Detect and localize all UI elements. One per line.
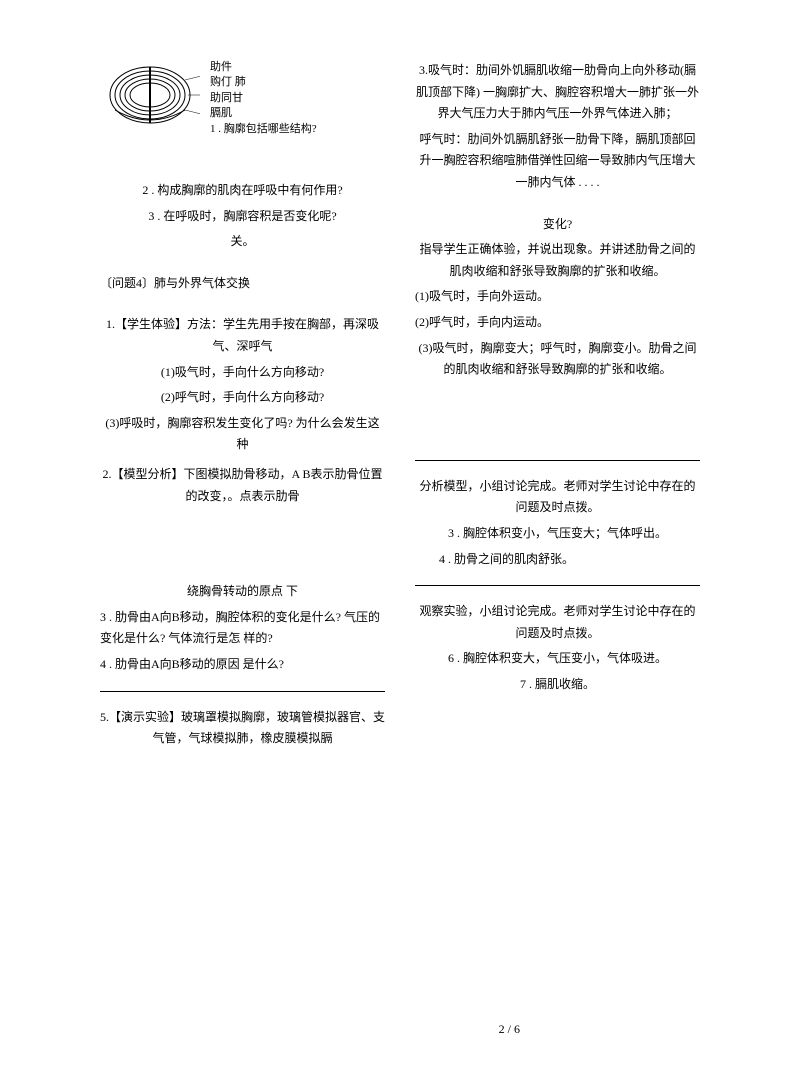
guan-text: 关。 bbox=[100, 231, 385, 253]
wenti-4-title: 〔问题4〕肺与外界气体交换 bbox=[100, 273, 385, 295]
model-title: 2.【模型分析】下图模拟肋骨移动，A B表示肋骨位置的改变，。点表示肋骨 bbox=[100, 464, 385, 507]
label-1: 助件 bbox=[210, 60, 317, 75]
document-content: 助件 购仃 肺 助同甘 膈肌 1 . 胸廓包括哪些结构? 2 . 构成胸廓的肌肉… bbox=[100, 60, 700, 754]
answer-p2: 呼气时：肋间外饥膈肌舒张一肋骨下降，膈肌顶部回升一胸腔容积缩喧肺借弹性回缩一导致… bbox=[415, 129, 700, 194]
question-3: 3 . 在呼吸时，胸廓容积是否变化呢? bbox=[100, 206, 385, 228]
page-number: 2 / 6 bbox=[499, 1019, 520, 1041]
label-4: 膈肌 bbox=[210, 106, 317, 121]
left-column: 助件 购仃 肺 助同甘 膈肌 1 . 胸廓包括哪些结构? 2 . 构成胸廓的肌肉… bbox=[100, 60, 385, 754]
model-answer: 分析模型，小组讨论完成。老师对学生讨论中存在的问题及时点拨。 bbox=[415, 476, 700, 519]
divider-right-2 bbox=[415, 585, 700, 586]
label-3: 助同甘 bbox=[210, 91, 317, 106]
answer-p1: 3.吸气时：肋间外饥膈肌收缩一肋骨向上向外移动(膈肌顶部下降) 一胸廓扩大、胸腔… bbox=[415, 60, 700, 125]
divider-1 bbox=[100, 691, 385, 692]
bianhua-text: 变化? bbox=[415, 214, 700, 236]
guide-text: 指导学生正确体验，并说出现象。并讲述肋骨之间的肌肉收缩和舒张导致胸廓的扩张和收缩… bbox=[415, 239, 700, 282]
divider-right-1 bbox=[415, 460, 700, 461]
right-column: 3.吸气时：肋间外饥膈肌收缩一肋骨向上向外移动(膈肌顶部下降) 一胸廓扩大、胸腔… bbox=[415, 60, 700, 754]
label-2: 购仃 肺 bbox=[210, 75, 317, 90]
tiyan-q3: (3)呼吸时，胸廓容积发生变化了吗? 为什么会发生这种 bbox=[100, 413, 385, 456]
question-4b: 4 . 肋骨由A向B移动的原因 是什么? bbox=[100, 654, 385, 676]
tiyan-q2: (2)呼气时，手向什么方向移动? bbox=[100, 387, 385, 409]
ribcage-icon bbox=[100, 60, 200, 140]
label-5: 1 . 胸廓包括哪些结构? bbox=[210, 122, 317, 137]
ribcage-labels: 助件 购仃 肺 助同甘 膈肌 1 . 胸廓包括哪些结构? bbox=[210, 60, 317, 137]
demo-a6: 6 . 胸腔体积变大，气压变小，气体吸进。 bbox=[415, 648, 700, 670]
answer-3: (3)吸气时，胸廓变大；呼气时，胸廓变小。肋骨之间的肌肉收缩和舒张导致胸廓的扩张… bbox=[415, 338, 700, 381]
tiyan-title: 1.【学生体验】方法：学生先用手按在胸部，再深吸气、深呼气 bbox=[100, 314, 385, 357]
model-desc: 绕胸骨转动的原点 下 bbox=[100, 581, 385, 603]
demo-title: 5.【演示实验】玻璃罩模拟胸廓，玻璃管模拟器官、支气管，气球模拟肺，橡皮膜模拟膈 bbox=[100, 707, 385, 750]
ribcage-diagram-section: 助件 购仃 肺 助同甘 膈肌 1 . 胸廓包括哪些结构? bbox=[100, 60, 385, 180]
demo-a7: 7 . 膈肌收缩。 bbox=[415, 674, 700, 696]
answer-1: (1)吸气时，手向外运动。 bbox=[415, 286, 700, 308]
answer-2: (2)呼气时，手向内运动。 bbox=[415, 312, 700, 334]
tiyan-q1: (1)吸气时，手向什么方向移动? bbox=[100, 362, 385, 384]
demo-answer: 观察实验，小组讨论完成。老师对学生讨论中存在的问题及时点拨。 bbox=[415, 601, 700, 644]
model-a4: 4 . 肋骨之间的肌肉舒张。 bbox=[415, 549, 700, 571]
question-3b: 3 . 肋骨由A向B移动，胸腔体积的变化是什么? 气压的变化是什么? 气体流行是… bbox=[100, 607, 385, 650]
question-2: 2 . 构成胸廓的肌肉在呼吸中有何作用? bbox=[100, 180, 385, 202]
model-a3: 3 . 胸腔体积变小，气压变大；气体呼出。 bbox=[415, 523, 700, 545]
